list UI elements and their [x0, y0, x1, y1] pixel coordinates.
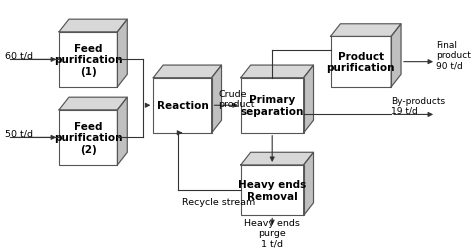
Polygon shape	[241, 66, 313, 78]
Bar	[241, 165, 304, 216]
Text: Primary
separation: Primary separation	[240, 95, 304, 116]
Text: Feed
purification
(1): Feed purification (1)	[54, 44, 122, 77]
Polygon shape	[241, 153, 313, 165]
Bar	[241, 78, 304, 133]
Text: Heavy ends
Removal: Heavy ends Removal	[238, 180, 306, 201]
Polygon shape	[59, 20, 127, 33]
Text: Crude
product: Crude product	[219, 89, 255, 109]
Polygon shape	[153, 66, 221, 78]
Bar	[59, 33, 118, 88]
Text: 50 t/d: 50 t/d	[5, 129, 33, 138]
Polygon shape	[330, 25, 401, 37]
Text: Recycle stream: Recycle stream	[182, 197, 255, 206]
Polygon shape	[304, 153, 313, 216]
Bar	[59, 110, 118, 165]
Polygon shape	[304, 66, 313, 133]
Polygon shape	[391, 25, 401, 88]
Polygon shape	[118, 98, 127, 165]
Text: Heavy ends
purge
1 t/d: Heavy ends purge 1 t/d	[244, 218, 300, 248]
Text: Reaction: Reaction	[156, 101, 208, 111]
Text: Final
product
90 t/d: Final product 90 t/d	[436, 41, 471, 70]
Text: Product
purification: Product purification	[327, 52, 395, 73]
Polygon shape	[211, 66, 221, 133]
Polygon shape	[118, 20, 127, 87]
Bar	[153, 78, 211, 133]
Text: 60 t/d: 60 t/d	[5, 51, 33, 60]
Text: Feed
purification
(2): Feed purification (2)	[54, 121, 122, 154]
Polygon shape	[59, 98, 127, 110]
Bar	[330, 37, 391, 88]
Text: By-products
19 t/d: By-products 19 t/d	[391, 96, 445, 116]
